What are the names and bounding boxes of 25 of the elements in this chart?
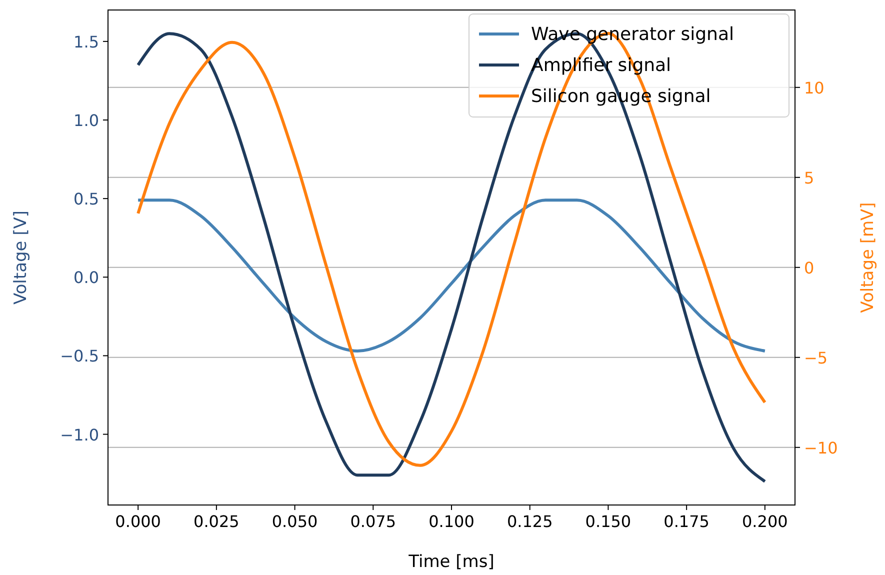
y2-tick-label: −5 (804, 348, 828, 368)
x-tick-label: 0.100 (428, 512, 474, 531)
legend-label: Wave generator signal (531, 24, 734, 45)
y-axis-title: Voltage [V] (11, 210, 31, 305)
y-tick-label: 0.5 (74, 190, 99, 209)
y-tick-label: −0.5 (60, 346, 99, 366)
y-tick-label: 1.0 (74, 111, 99, 130)
y-tick-label: 1.5 (74, 32, 99, 52)
x-axis-title: Time [ms] (408, 552, 494, 572)
x-tick-label: 0.025 (194, 512, 240, 531)
y2-axis-title: Voltage [mV] (858, 202, 878, 313)
y-tick-label: −1.0 (60, 425, 99, 444)
y2-tick-label: 5 (804, 168, 814, 188)
x-tick-label: 0.200 (742, 512, 788, 531)
y2-tick-label: 0 (804, 258, 814, 278)
x-tick-label: 0.150 (585, 512, 632, 531)
y2-tick-label: −10 (804, 438, 838, 458)
line-series (136, 198, 766, 352)
x-tick-label: 0.000 (115, 512, 161, 531)
y2-tick-label: 10 (804, 78, 824, 98)
x-tick-label: 0.075 (350, 512, 396, 531)
x-tick-label: 0.175 (664, 512, 710, 531)
x-tick-label: 0.125 (506, 512, 553, 531)
x-tick-label: 0.050 (272, 512, 318, 531)
y-tick-label: 0.0 (74, 268, 99, 288)
